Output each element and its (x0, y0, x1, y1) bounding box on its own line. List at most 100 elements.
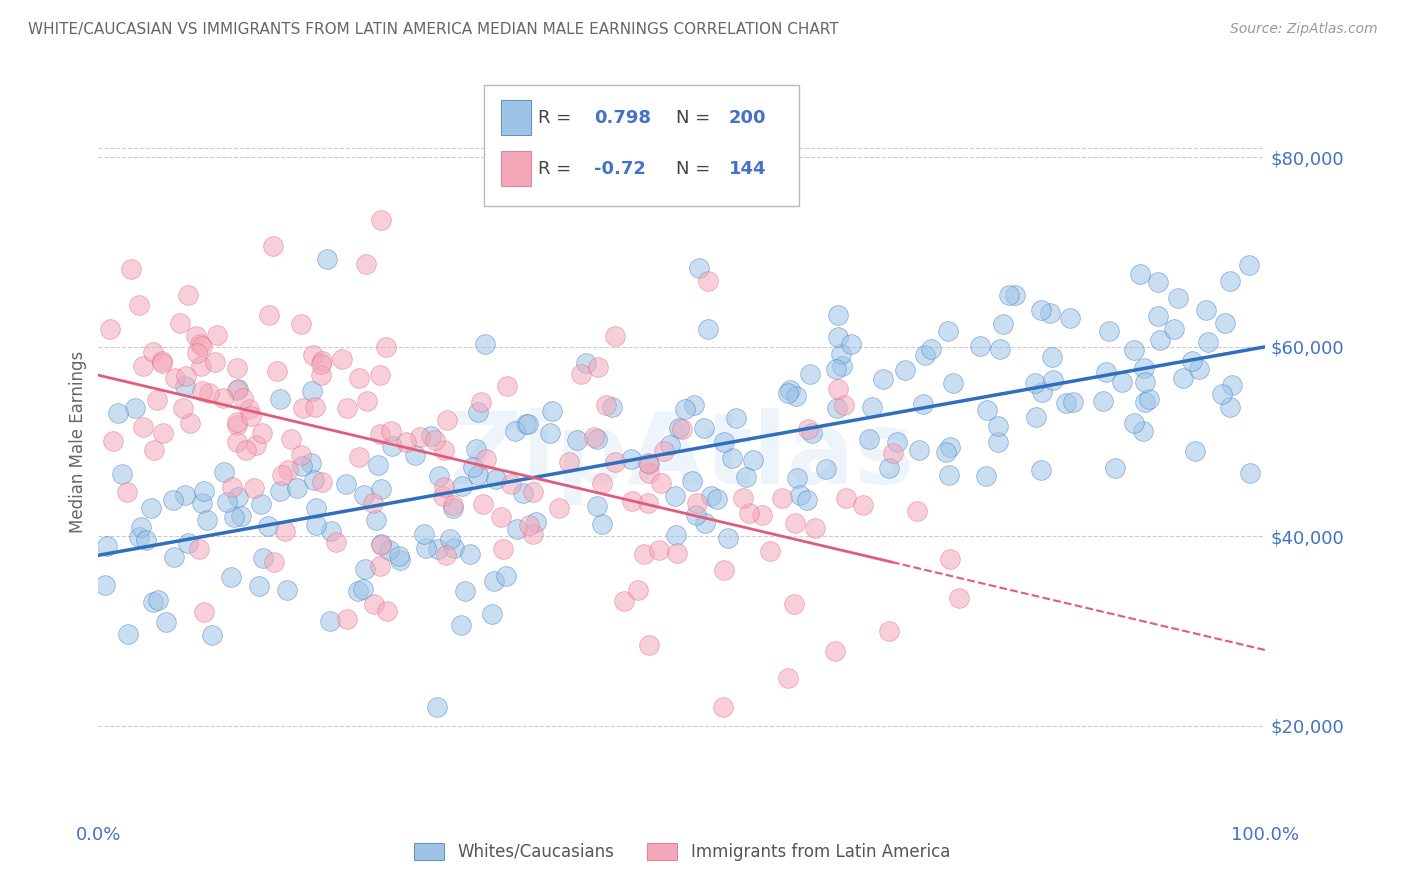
Point (128, 298, 150, 312)
Point (627, 583, 650, 598)
Point (115, 484, 138, 499)
Point (290, 448, 312, 462)
Point (325, 535, 347, 549)
Point (522, 526, 544, 541)
Point (269, 484, 291, 499)
Point (877, 461, 900, 475)
Point (939, 440, 962, 454)
Point (291, 459, 314, 474)
Text: N =: N = (676, 160, 710, 178)
Point (1042, 373, 1064, 387)
Text: R =: R = (538, 160, 572, 178)
Text: ZipAtlas: ZipAtlas (450, 409, 914, 505)
Point (368, 559, 391, 574)
Point (613, 593, 636, 607)
Point (1135, 376, 1157, 390)
Point (886, 435, 908, 450)
Point (321, 524, 343, 539)
Point (433, 443, 456, 458)
Point (370, 482, 392, 496)
Point (489, 510, 512, 524)
Point (311, 354, 333, 368)
Point (111, 467, 134, 482)
Point (1024, 376, 1046, 390)
Point (668, 421, 690, 435)
Point (658, 438, 681, 452)
Point (347, 370, 370, 384)
Point (425, 699, 447, 714)
Point (1219, 274, 1241, 288)
Point (877, 624, 900, 638)
Point (305, 518, 328, 533)
Point (280, 432, 302, 446)
Point (824, 643, 846, 657)
Point (834, 491, 856, 506)
Point (336, 401, 359, 415)
Point (198, 385, 221, 400)
Point (751, 508, 773, 522)
Point (354, 562, 377, 576)
Point (1062, 394, 1084, 409)
Point (190, 496, 212, 510)
Text: 0.798: 0.798 (595, 109, 651, 127)
Point (370, 538, 392, 552)
Point (464, 442, 486, 456)
Point (415, 541, 437, 555)
Point (375, 340, 398, 354)
Point (938, 467, 960, 482)
Point (893, 363, 915, 377)
Point (330, 352, 353, 367)
Point (191, 384, 214, 398)
Text: 200: 200 (728, 109, 766, 127)
Point (495, 569, 517, 583)
Point (1137, 392, 1160, 406)
Point (353, 487, 375, 501)
Point (367, 458, 389, 472)
Point (785, 389, 807, 403)
Text: R =: R = (538, 109, 572, 127)
Point (381, 439, 404, 453)
Point (1132, 424, 1154, 438)
Point (235, 442, 257, 457)
Point (176, 369, 198, 384)
Point (238, 401, 260, 416)
Point (503, 424, 526, 438)
Point (188, 541, 211, 556)
Point (825, 362, 848, 376)
Point (302, 473, 325, 487)
Point (665, 527, 688, 541)
Point (179, 417, 201, 431)
Point (336, 612, 359, 626)
Point (239, 409, 262, 423)
Point (1025, 409, 1047, 424)
Point (193, 605, 215, 619)
Point (404, 449, 426, 463)
Point (221, 480, 243, 494)
Point (212, 391, 235, 405)
Point (541, 404, 564, 418)
Point (783, 516, 806, 530)
Point (485, 472, 508, 486)
Point (742, 453, 765, 467)
Point (637, 638, 659, 652)
Point (299, 456, 322, 470)
Point (770, 491, 793, 505)
Text: -0.72: -0.72 (595, 160, 647, 178)
Point (311, 475, 333, 490)
Point (131, 520, 153, 534)
Point (433, 480, 456, 494)
Point (177, 536, 200, 550)
Point (1135, 394, 1157, 409)
Point (335, 476, 357, 491)
Point (427, 541, 450, 556)
Point (215, 494, 238, 508)
Point (474, 337, 496, 351)
Point (1031, 384, 1053, 399)
Point (936, 324, 959, 338)
Point (592, 517, 614, 532)
Point (603, 455, 626, 469)
Point (150, 355, 173, 369)
Point (1029, 302, 1052, 317)
Point (1180, 353, 1202, 368)
Point (804, 521, 827, 535)
